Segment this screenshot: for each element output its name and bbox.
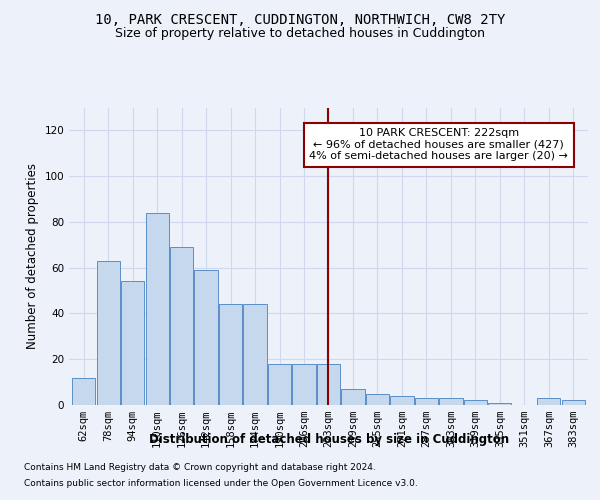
- Bar: [97, 261, 120, 405]
- Text: Size of property relative to detached houses in Cuddington: Size of property relative to detached ho…: [115, 28, 485, 40]
- Text: Contains HM Land Registry data © Crown copyright and database right 2024.: Contains HM Land Registry data © Crown c…: [24, 464, 376, 472]
- Bar: [194, 270, 218, 405]
- Bar: [146, 213, 169, 405]
- Bar: [537, 398, 560, 405]
- Bar: [464, 400, 487, 405]
- Text: Contains public sector information licensed under the Open Government Licence v3: Contains public sector information licen…: [24, 478, 418, 488]
- Bar: [341, 389, 365, 405]
- Bar: [366, 394, 389, 405]
- Bar: [391, 396, 413, 405]
- Text: 10 PARK CRESCENT: 222sqm
← 96% of detached houses are smaller (427)
4% of semi-d: 10 PARK CRESCENT: 222sqm ← 96% of detach…: [309, 128, 568, 162]
- Bar: [488, 402, 511, 405]
- Bar: [317, 364, 340, 405]
- Text: 10, PARK CRESCENT, CUDDINGTON, NORTHWICH, CW8 2TY: 10, PARK CRESCENT, CUDDINGTON, NORTHWICH…: [95, 12, 505, 26]
- Bar: [72, 378, 95, 405]
- Bar: [244, 304, 266, 405]
- Bar: [292, 364, 316, 405]
- Bar: [219, 304, 242, 405]
- Text: Distribution of detached houses by size in Cuddington: Distribution of detached houses by size …: [149, 432, 509, 446]
- Bar: [268, 364, 291, 405]
- Bar: [415, 398, 438, 405]
- Y-axis label: Number of detached properties: Number of detached properties: [26, 163, 39, 350]
- Bar: [170, 247, 193, 405]
- Bar: [121, 282, 144, 405]
- Bar: [562, 400, 585, 405]
- Bar: [439, 398, 463, 405]
